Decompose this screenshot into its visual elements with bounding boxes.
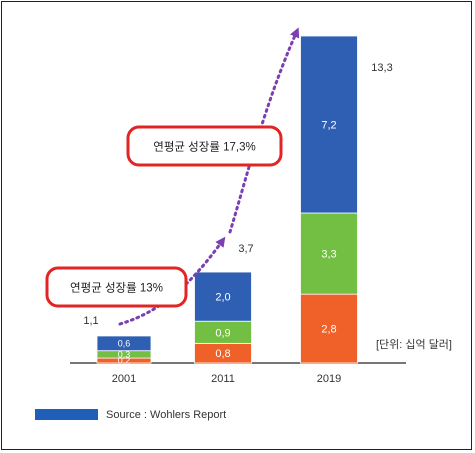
x-tick-2019: 2019 [317,373,341,385]
bar-2019-segment-3 [300,35,358,214]
value-label-2001-segment-2: 0,3 [118,350,131,360]
x-tick-2011: 2011 [211,373,235,385]
growth-callout-2-text: 연평균 성장률 17,3% [153,141,255,154]
value-label-2019-segment-3: 7,2 [321,120,336,132]
bar-2019-segment-1 [300,293,358,364]
bars-group [96,35,358,364]
value-label-2011-segment-2: 0,9 [215,327,230,339]
value-label-2001-segment-1: 0,2 [118,356,131,366]
value-label-2019-segment-2: 3,3 [321,249,336,261]
value-labels-group: 0,20,30,6 0,8 0,9 2,0 2,8 3,3 7,2 [118,120,337,366]
total-labels-group: 1,1 3,7 13,3 [83,62,392,327]
total-label-2001: 1,1 [83,315,98,327]
total-label-2019: 13,3 [371,62,392,74]
total-label-2011: 3,7 [238,243,253,255]
growth-callout-2: 연평균 성장률 17,3% [126,125,283,167]
legend-label: Source : Wohlers Report [106,409,226,421]
value-label-2011-segment-1: 0,8 [215,348,230,360]
bar-2019-segment-2 [300,212,358,295]
growth-callout-1-text: 연평균 성장률 13% [70,282,163,295]
value-label-2011-segment-3: 2,0 [215,292,230,304]
legend-swatch [35,409,98,420]
unit-note: [단위: 십억 달러] [376,338,452,351]
bar-2001-segment-3 [96,335,152,352]
value-label-2001-segment-3: 0,6 [118,339,131,349]
growth-callout-1: 연평균 성장률 13% [45,266,188,308]
value-label-2019-segment-1: 2,8 [321,324,336,336]
x-tick-2001: 2001 [112,373,136,385]
x-tick-labels-group: 2001 2011 2019 [112,373,341,385]
bar-2011-segment-3 [194,271,252,322]
